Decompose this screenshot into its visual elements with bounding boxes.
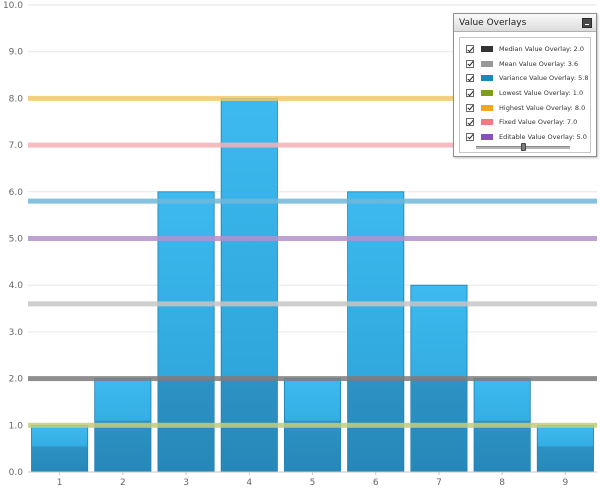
slider-thumb[interactable] [520,143,526,152]
overlay-checkbox[interactable] [466,132,474,141]
overlay-swatch [481,90,493,97]
y-tick-label: 0.0 [9,468,24,478]
overlay-line [28,301,597,307]
overlay-checkbox[interactable] [466,103,474,112]
overlay-item[interactable]: Highest Value Overlay: 8.0 [466,100,590,115]
overlay-item[interactable]: Mean Value Overlay: 3.6 [466,57,590,72]
overlay-checkbox[interactable] [466,59,474,68]
overlay-swatch [481,119,493,126]
overlay-swatch [481,46,493,53]
x-tick-label: 4 [246,478,252,488]
bar-shade [31,446,88,472]
overlay-line [28,422,597,428]
overlay-line [28,95,597,101]
x-tick-label: 6 [373,478,379,488]
y-tick-label: 2.0 [9,375,24,385]
value-overlays-panel: Value Overlays Median Value Overlay: 2.0… [453,13,597,157]
y-tick-label: 6.0 [9,188,24,198]
y-tick-label: 7.0 [9,141,24,151]
x-tick-label: 3 [183,478,189,488]
bar[interactable] [536,424,594,473]
overlay-item[interactable]: Fixed Value Overlay: 7.0 [466,115,590,130]
overlay-label: Variance Value Overlay: 5.8 [499,74,589,83]
panel-title: Value Overlays [459,17,527,28]
overlay-checkbox[interactable] [466,45,474,54]
overlay-label: Mean Value Overlay: 3.6 [499,59,579,68]
axes: 0.0 1.0 2.0 3.0 4.0 5.0 6.0 7.0 8.0 9.0 10.0 1 2 3 4 5 6… [3,1,597,488]
overlay-label: Highest Value Overlay: 8.0 [499,103,586,112]
bar[interactable] [347,191,405,473]
overlay-list: Median Value Overlay: 2.0 Mean Value Over… [459,37,591,153]
overlay-label: Editable Value Overlay: 5.0 [499,132,587,141]
overlay-label: Median Value Overlay: 2.0 [499,45,585,54]
y-tick-label: 5.0 [9,235,24,245]
bar-shade [284,420,341,472]
x-tick-label: 9 [563,478,569,488]
bar[interactable] [31,424,89,473]
x-tick-label: 8 [499,478,505,488]
overlay-item[interactable]: Editable Value Overlay: 5.0 [466,130,590,145]
overlay-item[interactable]: Lowest Value Overlay: 1.0 [466,86,590,101]
x-tick-label: 1 [57,478,63,488]
minimize-icon[interactable] [582,17,592,28]
overlay-checkbox[interactable] [466,118,474,127]
overlay-value-slider[interactable] [476,143,570,152]
overlay-checkbox[interactable] [466,89,474,98]
overlay-swatch [481,60,493,67]
bar-shade [474,420,530,472]
overlay-line [28,236,597,241]
x-tick-label: 2 [120,478,126,488]
overlay-item[interactable]: Median Value Overlay: 2.0 [466,42,590,57]
bar[interactable] [157,191,215,473]
overlay-lines [28,95,597,428]
overlay-label: Fixed Value Overlay: 7.0 [499,118,578,127]
overlay-label: Lowest Value Overlay: 1.0 [499,89,584,98]
y-tick-label: 10.0 [3,1,23,11]
x-tick-label: 7 [436,478,442,488]
bar-shade [537,446,594,472]
overlay-line [28,198,597,204]
overlay-line [28,142,597,148]
bar-shade [95,420,151,472]
y-tick-label: 1.0 [9,421,24,431]
panel-header: Value Overlays [454,14,596,32]
y-tick-label: 8.0 [9,94,24,104]
overlay-swatch [481,104,493,111]
y-tick-label: 4.0 [9,281,24,291]
y-tick-label: 9.0 [9,48,24,58]
x-tick-label: 5 [310,478,316,488]
overlay-item[interactable]: Variance Value Overlay: 5.8 [466,71,590,86]
bar[interactable] [220,98,278,473]
overlay-swatch [481,75,493,82]
overlay-line [28,376,597,382]
overlay-checkbox[interactable] [466,74,474,83]
overlay-swatch [481,133,493,140]
y-tick-label: 3.0 [9,328,24,338]
